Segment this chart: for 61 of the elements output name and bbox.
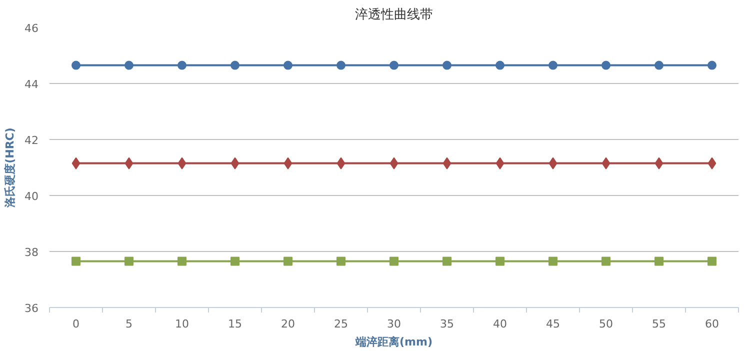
point — [178, 157, 186, 170]
point — [124, 256, 134, 266]
point — [602, 256, 610, 266]
y-tick-label: 36 — [24, 302, 39, 315]
point — [72, 157, 80, 170]
point — [654, 256, 664, 266]
point — [548, 157, 558, 170]
point — [390, 157, 398, 170]
x-tick-label: 45 — [546, 318, 560, 330]
point — [230, 157, 240, 170]
point — [284, 60, 292, 70]
point — [708, 157, 716, 170]
chart-title: 淬透性曲线带 — [355, 8, 433, 22]
y-tick-label: 44 — [24, 78, 39, 91]
x-tick-label: 15 — [228, 318, 242, 330]
point — [336, 256, 346, 266]
point — [124, 157, 134, 170]
point — [72, 60, 80, 70]
x-tick-label: 0 — [72, 318, 80, 330]
point — [336, 157, 346, 170]
y-tick-label: 42 — [24, 134, 39, 147]
point — [654, 60, 664, 70]
point — [124, 60, 134, 70]
point — [602, 60, 610, 70]
point — [496, 256, 504, 266]
point — [602, 157, 610, 170]
x-tick-label: 40 — [493, 318, 507, 330]
point — [230, 60, 240, 70]
point — [708, 60, 716, 70]
x-tick-label: 20 — [281, 318, 295, 330]
x-tick-label: 30 — [387, 318, 401, 330]
point — [284, 157, 292, 170]
point — [442, 60, 452, 70]
x-tick-label: 55 — [652, 318, 666, 330]
point — [390, 60, 398, 70]
point — [442, 256, 452, 266]
y-axis-title: 洛氏硬度(HRC) — [4, 128, 17, 208]
x-tick-label: 10 — [175, 318, 189, 330]
point — [496, 157, 504, 170]
point — [230, 256, 240, 266]
point — [178, 60, 186, 70]
point — [72, 256, 80, 266]
point — [390, 256, 398, 266]
point — [548, 60, 558, 70]
point — [548, 256, 558, 266]
point — [178, 256, 186, 266]
point — [708, 256, 716, 266]
x-tick-label: 5 — [126, 318, 132, 330]
point — [284, 256, 292, 266]
point — [442, 157, 452, 170]
point — [496, 60, 504, 70]
y-tick-label: 38 — [24, 246, 39, 259]
x-tick-label: 50 — [599, 318, 613, 330]
y-tick-label: 40 — [24, 190, 39, 203]
x-tick-label: 60 — [705, 318, 719, 330]
x-tick-label: 25 — [334, 318, 348, 330]
point — [336, 60, 346, 70]
x-tick-label: 35 — [440, 318, 454, 330]
x-axis-title: 端淬距离(mm) — [354, 336, 432, 348]
point — [654, 157, 664, 170]
y-tick-label: 46 — [24, 22, 39, 35]
